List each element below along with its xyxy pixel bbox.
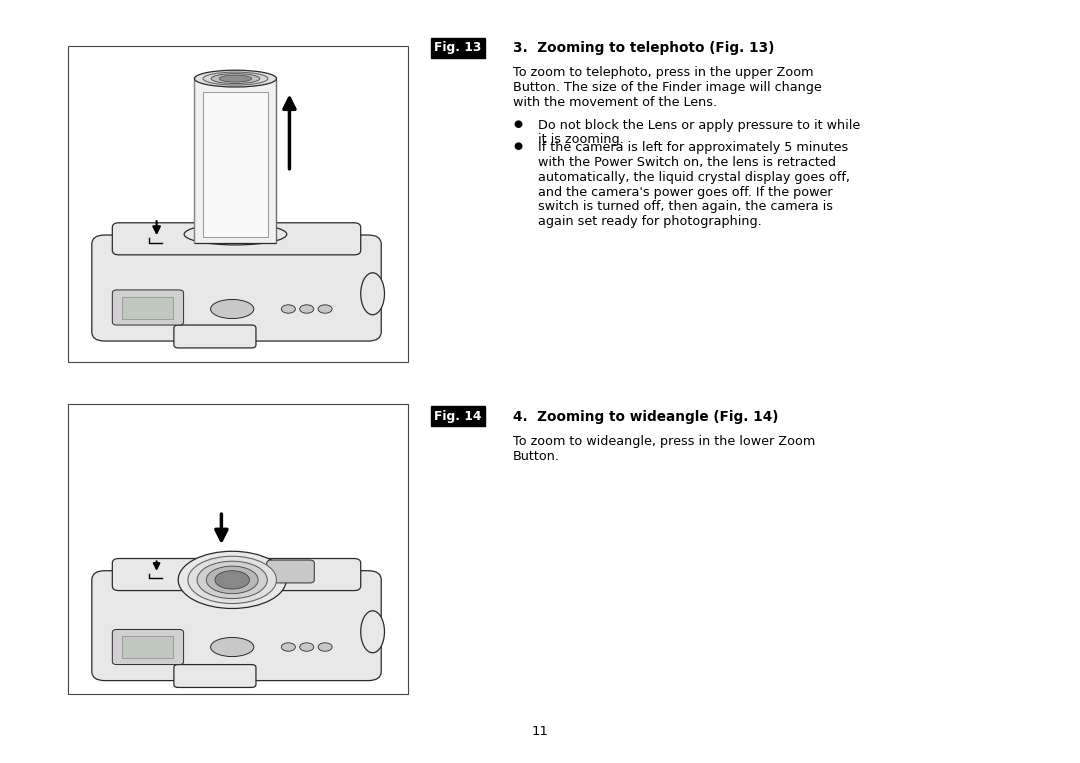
FancyBboxPatch shape — [92, 571, 381, 681]
Ellipse shape — [282, 642, 296, 652]
Text: automatically, the liquid crystal display goes off,: automatically, the liquid crystal displa… — [538, 171, 850, 184]
Ellipse shape — [206, 566, 258, 594]
Text: again set ready for photographing.: again set ready for photographing. — [538, 215, 761, 228]
FancyBboxPatch shape — [174, 665, 256, 687]
FancyBboxPatch shape — [112, 559, 361, 591]
Text: switch is turned off, then again, the camera is: switch is turned off, then again, the ca… — [538, 201, 833, 214]
FancyBboxPatch shape — [122, 297, 173, 319]
FancyBboxPatch shape — [174, 325, 256, 348]
Text: Fig. 14: Fig. 14 — [434, 410, 482, 423]
Ellipse shape — [215, 571, 249, 589]
Ellipse shape — [203, 72, 268, 85]
FancyBboxPatch shape — [92, 235, 381, 341]
Text: Button. The size of the Finder image will change: Button. The size of the Finder image wil… — [513, 82, 822, 95]
Text: with the Power Switch on, the lens is retracted: with the Power Switch on, the lens is re… — [538, 156, 836, 169]
Ellipse shape — [197, 562, 268, 598]
FancyBboxPatch shape — [112, 290, 184, 325]
Text: To zoom to wideangle, press in the lower Zoom: To zoom to wideangle, press in the lower… — [513, 435, 815, 448]
Ellipse shape — [300, 642, 314, 652]
Ellipse shape — [319, 305, 333, 314]
FancyBboxPatch shape — [194, 79, 276, 243]
Ellipse shape — [361, 610, 384, 653]
FancyBboxPatch shape — [122, 636, 173, 658]
Ellipse shape — [194, 70, 276, 87]
Text: it is zooming.: it is zooming. — [538, 134, 623, 146]
Ellipse shape — [188, 556, 276, 604]
Text: Button.: Button. — [513, 450, 561, 463]
FancyBboxPatch shape — [112, 223, 361, 255]
Bar — [68, 404, 408, 694]
Ellipse shape — [219, 75, 252, 82]
Ellipse shape — [212, 73, 260, 83]
FancyBboxPatch shape — [112, 629, 184, 665]
Ellipse shape — [178, 551, 286, 609]
Text: ●: ● — [513, 141, 522, 151]
Text: and the camera's power goes off. If the power: and the camera's power goes off. If the … — [538, 185, 833, 198]
Text: 3.  Zooming to telephoto (Fig. 13): 3. Zooming to telephoto (Fig. 13) — [513, 41, 774, 55]
Text: ●: ● — [513, 118, 522, 129]
FancyBboxPatch shape — [267, 560, 314, 583]
Text: 11: 11 — [531, 725, 549, 738]
Ellipse shape — [211, 638, 254, 656]
Ellipse shape — [282, 305, 296, 314]
Ellipse shape — [184, 224, 287, 245]
Text: Do not block the Lens or apply pressure to it while: Do not block the Lens or apply pressure … — [538, 118, 860, 131]
Text: To zoom to telephoto, press in the upper Zoom: To zoom to telephoto, press in the upper… — [513, 66, 813, 79]
FancyBboxPatch shape — [203, 92, 268, 237]
Text: If the camera is left for approximately 5 minutes: If the camera is left for approximately … — [538, 141, 848, 154]
Text: 4.  Zooming to wideangle (Fig. 14): 4. Zooming to wideangle (Fig. 14) — [513, 410, 779, 423]
Text: with the movement of the Lens.: with the movement of the Lens. — [513, 96, 717, 109]
Ellipse shape — [361, 272, 384, 314]
Text: Fig. 13: Fig. 13 — [434, 41, 482, 54]
Ellipse shape — [211, 300, 254, 319]
Bar — [68, 46, 408, 362]
Ellipse shape — [319, 642, 333, 652]
Ellipse shape — [300, 305, 314, 314]
